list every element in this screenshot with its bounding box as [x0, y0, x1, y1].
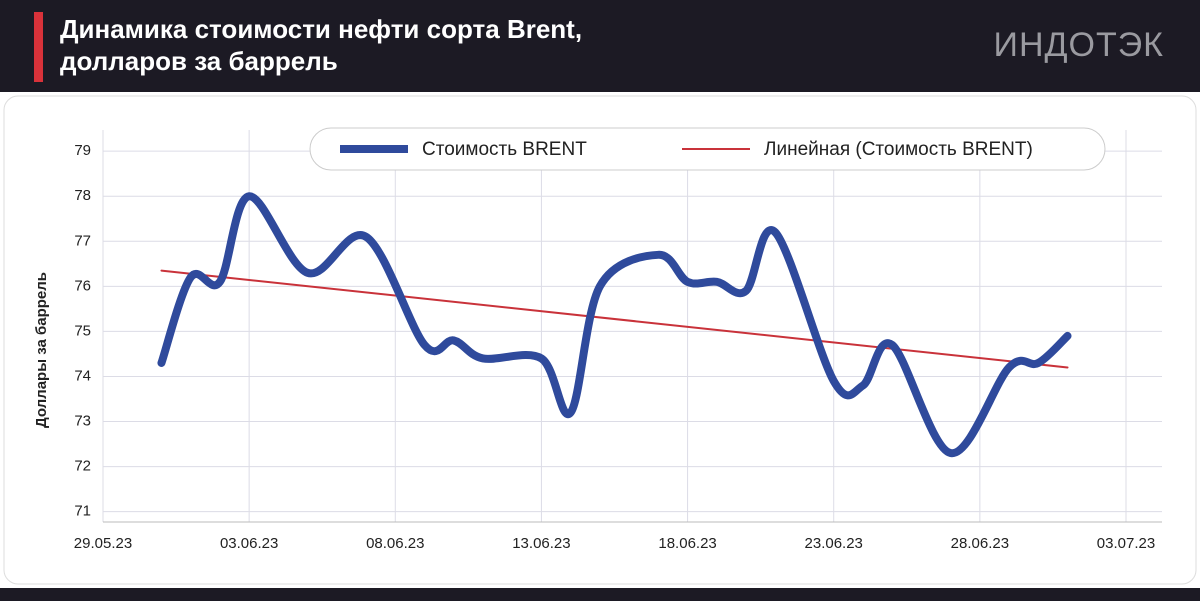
y-tick-label: 75 [74, 322, 91, 339]
x-tick-label: 03.06.23 [220, 535, 278, 552]
series-line [157, 192, 1072, 458]
x-tick-label: 03.07.23 [1097, 535, 1155, 552]
trend-line [160, 269, 1069, 369]
accent-bar [34, 12, 43, 82]
footer [0, 588, 1200, 601]
legend-label: Линейная (Стоимость BRENT) [764, 139, 1033, 160]
y-tick-label: 76 [74, 277, 91, 294]
x-tick-label: 08.06.23 [366, 535, 424, 552]
y-tick-label: 77 [74, 232, 91, 249]
chart-title: Динамика стоимости нефти сорта Brent, до… [60, 14, 583, 76]
legend-label: Стоимость BRENT [422, 139, 587, 160]
brand-logo: ИНДОТЭК [993, 26, 1164, 64]
y-tick-label: 78 [74, 187, 91, 204]
y-axis-label: Доллары за баррель [33, 272, 50, 428]
y-tick-label: 74 [74, 367, 91, 384]
y-tick-label: 79 [74, 142, 91, 159]
chart: Доллары за баррель 71 72 73 74 75 76 77 78 79 29.… [3, 95, 1197, 585]
chart-panel [3, 95, 1197, 585]
x-tick-label: 18.06.23 [658, 535, 716, 552]
header: Динамика стоимости нефти сорта Brent, до… [0, 0, 1200, 92]
x-tick-label: 13.06.23 [512, 535, 570, 552]
x-tick-label: 23.06.23 [805, 535, 863, 552]
y-tick-label: 72 [74, 458, 91, 475]
y-tick-label: 73 [74, 412, 91, 429]
x-tick-label: 28.06.23 [951, 535, 1009, 552]
y-tick-label: 71 [74, 503, 91, 520]
x-tick-label: 29.05.23 [74, 535, 132, 552]
